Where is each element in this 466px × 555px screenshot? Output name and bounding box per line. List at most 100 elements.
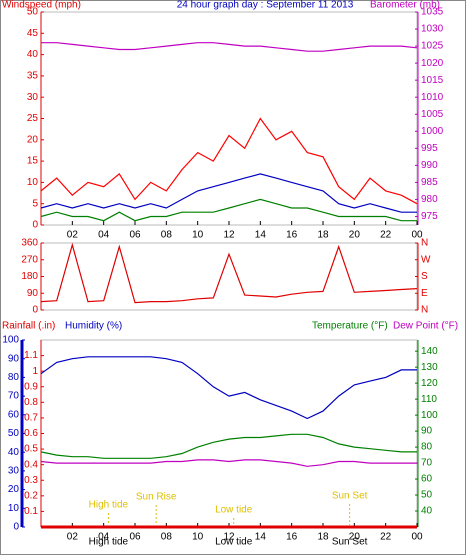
y-tick-label: 100 (421, 410, 438, 421)
y-tick-label: 360 (21, 238, 38, 249)
x-tick-label: 16 (286, 532, 298, 543)
y-tick-label: 60 (421, 474, 433, 485)
y-tick-label: 70 (8, 391, 20, 402)
y-tick-label: 10 (8, 503, 20, 514)
event-label-below: Low tide (215, 537, 253, 548)
y-tick-label: 5 (32, 198, 38, 209)
y-tick-label: 1035 (421, 7, 444, 18)
x-tick-label: 20 (349, 230, 361, 241)
y-tick-label: 100 (2, 335, 19, 346)
axis-label: Humidity (%) (65, 321, 122, 332)
series-line (40, 459, 417, 467)
y-tick-label: 990 (421, 160, 438, 171)
y-tick-label: S (421, 271, 428, 282)
event-label: Sun Rise (136, 492, 177, 503)
y-tick-label: 130 (421, 362, 438, 373)
y-tick-label: 0.8 (24, 397, 38, 408)
y-tick-label: N (421, 238, 428, 249)
y-tick-label: 0.3 (24, 475, 38, 486)
y-tick-label: 35 (27, 71, 39, 82)
y-tick-label: 25 (27, 113, 39, 124)
x-tick-label: 20 (349, 532, 361, 543)
y-tick-label: 985 (421, 177, 438, 188)
y-tick-label: 980 (421, 194, 438, 205)
y-tick-label: 20 (27, 134, 39, 145)
series-line (40, 173, 417, 213)
x-tick-label: 04 (98, 230, 110, 241)
y-tick-label: 0.6 (24, 428, 38, 439)
x-tick-label: 06 (129, 532, 141, 543)
y-tick-label: 50 (27, 7, 39, 18)
x-tick-label: 22 (380, 532, 392, 543)
axis-label: Barometer (mb) (370, 0, 440, 11)
y-tick-label: 90 (8, 353, 20, 364)
y-tick-label: 1020 (421, 58, 444, 69)
y-tick-label: 90 (421, 426, 433, 437)
x-tick-label: 22 (380, 230, 392, 241)
series-line (41, 42, 418, 52)
series-line (40, 433, 417, 459)
y-tick-label: 1 (32, 366, 38, 377)
x-tick-label: 18 (317, 532, 329, 543)
y-tick-label: 20 (8, 484, 20, 495)
y-tick-label: 30 (8, 466, 20, 477)
x-tick-label: 10 (192, 230, 204, 241)
series-line (40, 242, 418, 304)
y-tick-label: 1000 (421, 126, 444, 137)
x-tick-label: 12 (223, 230, 235, 241)
y-tick-label: E (421, 288, 428, 299)
x-tick-label: 14 (255, 532, 267, 543)
y-tick-label: 995 (421, 143, 438, 154)
y-tick-label: 90 (27, 288, 39, 299)
axis-label: Rainfall (.in) (2, 321, 55, 332)
y-tick-label: 40 (27, 49, 39, 60)
y-tick-label: 1010 (421, 92, 444, 103)
y-tick-label: 0.4 (24, 459, 38, 470)
y-tick-label: 0.1 (24, 506, 38, 517)
y-tick-label: 1005 (421, 109, 444, 120)
y-tick-label: 10 (27, 177, 39, 188)
y-tick-label: 1025 (421, 41, 444, 52)
x-tick-label: 14 (255, 230, 267, 241)
event-label: High tide (89, 500, 129, 511)
x-tick-label: 08 (161, 532, 173, 543)
y-tick-label: 180 (21, 271, 38, 282)
y-tick-label: 60 (8, 409, 20, 420)
y-tick-label: 975 (421, 211, 438, 222)
y-tick-label: 70 (421, 458, 433, 469)
event-label: Sun Set (332, 491, 368, 502)
x-tick-label: 12 (223, 532, 235, 543)
y-tick-label: 110 (421, 394, 437, 405)
y-tick-label: 45 (27, 28, 39, 39)
series-line (40, 356, 417, 420)
x-tick-label: 08 (161, 230, 173, 241)
x-tick-label: 10 (192, 532, 204, 543)
x-tick-label: 04 (98, 532, 110, 543)
event-label: Low tide (215, 505, 253, 516)
axis-label: Dew Point (°F) (393, 321, 458, 332)
y-tick-label: 0.9 (24, 381, 38, 392)
axis-label: Windspeed (mph) (2, 0, 81, 11)
x-tick-label: 02 (67, 230, 79, 241)
y-tick-label: 140 (421, 346, 438, 357)
y-tick-label: 1015 (421, 75, 444, 86)
event-label-below: Sun Set (332, 537, 368, 548)
y-tick-label: 40 (421, 506, 433, 517)
y-tick-label: 0.2 (24, 490, 38, 501)
series-line (40, 117, 418, 205)
y-tick-label: 0.5 (24, 444, 38, 455)
y-tick-label: 80 (421, 442, 433, 453)
y-tick-label: 15 (27, 156, 39, 167)
x-tick-label: 00 (411, 532, 423, 543)
x-tick-label: 06 (129, 230, 141, 241)
y-tick-label: 40 (8, 447, 20, 458)
y-tick-label: 0 (32, 220, 38, 231)
y-tick-label: 0 (32, 305, 38, 316)
x-tick-label: 00 (411, 230, 423, 241)
x-tick-label: 02 (67, 532, 79, 543)
y-tick-label: 1030 (421, 24, 444, 35)
y-tick-label: 80 (8, 372, 20, 383)
y-tick-label: 0.7 (24, 413, 38, 424)
series-line (40, 198, 417, 222)
